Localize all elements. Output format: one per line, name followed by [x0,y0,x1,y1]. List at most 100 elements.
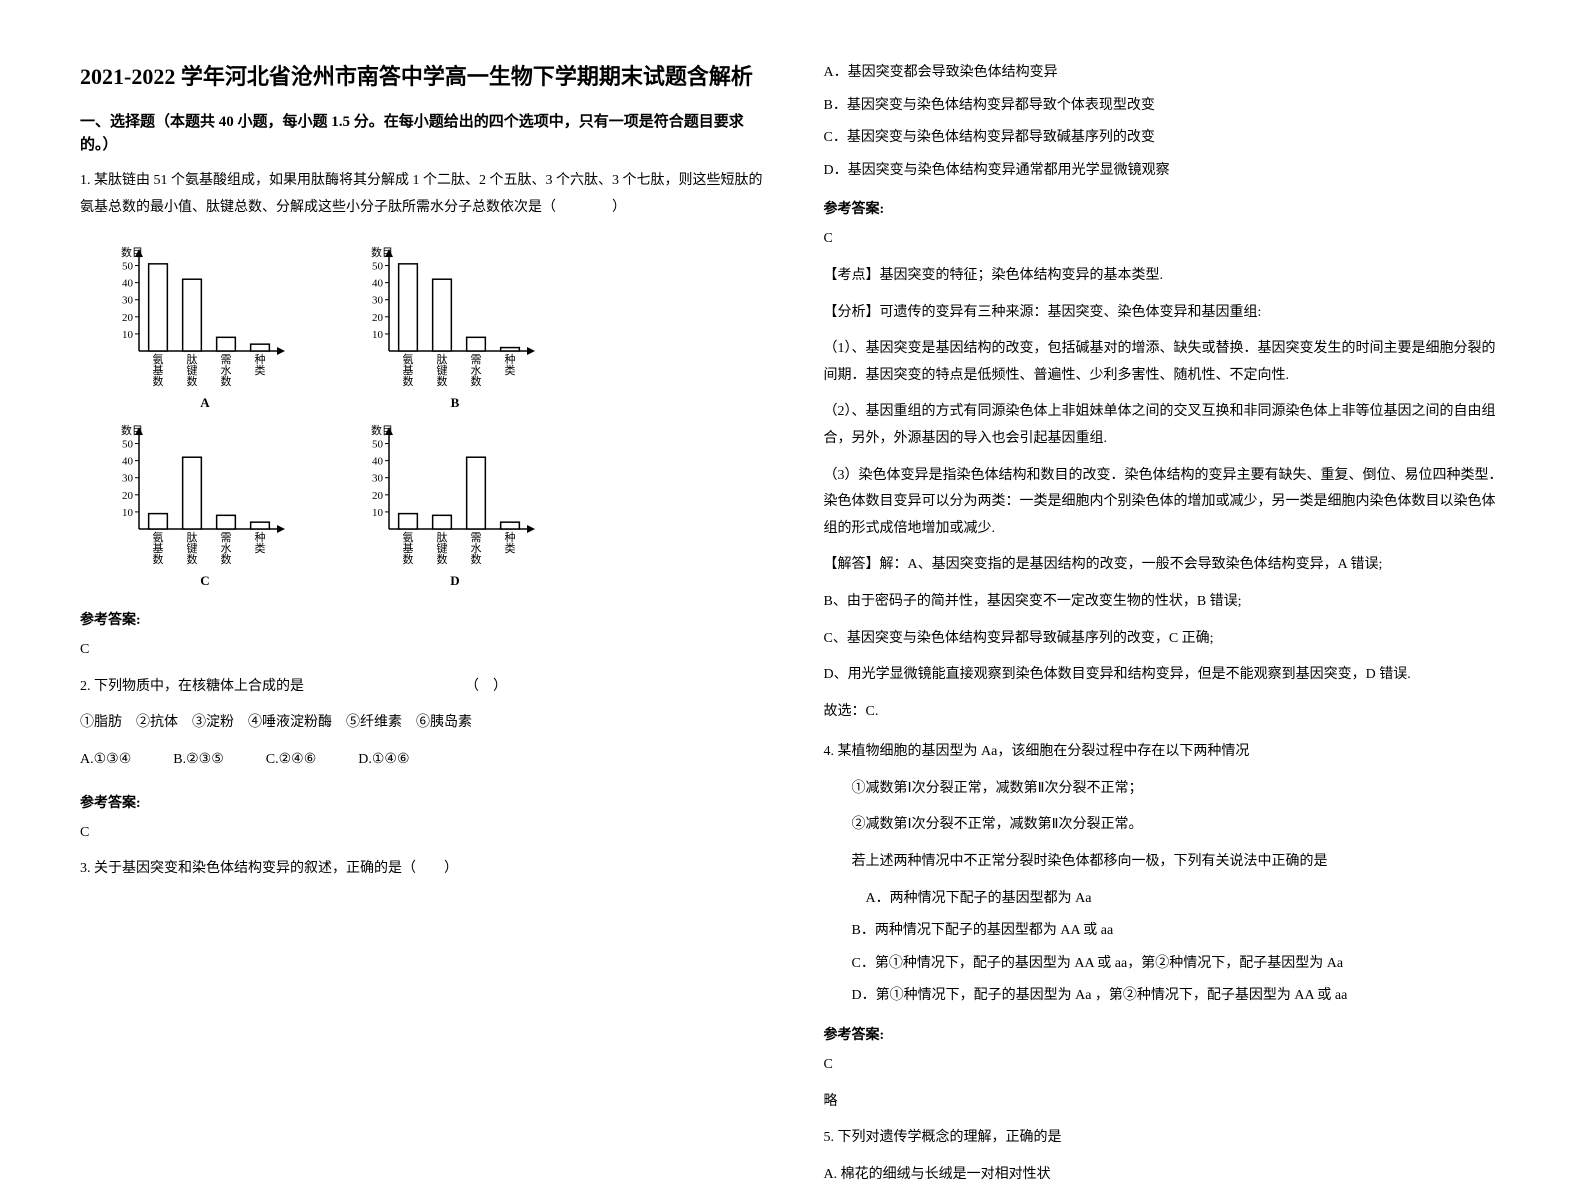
q3-option-A: A．基因突变都会导致染色体结构变异 [824,60,1508,87]
svg-text:10: 10 [372,507,384,519]
svg-text:40: 40 [122,456,134,468]
svg-text:10: 10 [122,507,134,519]
exam-title: 2021-2022 学年河北省沧州市南答中学高一生物下学期期末试题含解析 [80,60,764,93]
svg-text:类: 类 [505,541,516,555]
q3-option-D: D．基因突变与染色体结构变异通常都用光学显微镜观察 [824,158,1508,185]
svg-text:10: 10 [372,329,384,341]
svg-text:肽: 肽 [437,530,448,544]
q2-answer: C [80,820,764,847]
svg-text:30: 30 [372,295,384,307]
svg-text:种: 种 [255,530,266,544]
svg-text:数目: 数目 [121,424,143,437]
q5-option-A: A. 棉花的细绒与长绒是一对相对性状 [824,1162,1508,1188]
q1-answer: C [80,637,764,664]
q3-exp3: （1）、基因突变是基因结构的改变，包括碱基对的增添、缺失或替换．基因突变发生的时… [824,336,1508,389]
svg-text:数目: 数目 [121,246,143,259]
chart-A-label: A [200,395,209,411]
q3-answer-label: 参考答案: [824,198,1508,218]
q3-exp1: 【考点】基因突变的特征；染色体结构变异的基本类型. [824,263,1508,290]
svg-text:40: 40 [122,278,134,290]
svg-text:数: 数 [403,553,414,566]
q4-option-A: A．两种情况下配子的基因型都为 Aa [824,886,1508,913]
svg-text:30: 30 [122,473,134,485]
q3-answer: C [824,226,1508,253]
q1-answer-label: 参考答案: [80,609,764,629]
section-1-header: 一、选择题（本题共 40 小题，每小题 1.5 分。在每小题给出的四个选项中，只… [80,111,764,156]
svg-text:数: 数 [221,375,232,388]
svg-text:键: 键 [187,363,198,377]
q3-exp2: 【分析】可遗传的变异有三种来源：基因突变、染色体变异和基因重组: [824,300,1508,327]
question-2-text: 2. 下列物质中，在核糖体上合成的是 （ ） [80,674,764,701]
q3-exp9: D、用光学显微镜能直接观察到染色体数目变异和结构变异，但是不能观察到基因突变，D… [824,662,1508,689]
q3-option-C: C．基因突变与染色体结构变异都导致碱基序列的改变 [824,125,1508,152]
q2-answer-label: 参考答案: [80,792,764,812]
svg-text:数: 数 [153,553,164,566]
svg-text:数: 数 [437,553,448,566]
svg-text:类: 类 [255,363,266,377]
svg-text:数: 数 [471,553,482,566]
question-2-items: ①脂肪 ②抗体 ③淀粉 ④唾液淀粉酶 ⑤纤维素 ⑥胰岛素 [80,710,764,737]
svg-text:20: 20 [372,490,384,502]
question-1-text: 1. 某肽链由 51 个氨基酸组成，如果用肽酶将其分解成 1 个二肽、2 个五肽… [80,168,764,221]
svg-text:肽: 肽 [187,352,198,366]
left-column: 2021-2022 学年河北省沧州市南答中学高一生物下学期期末试题含解析 一、选… [80,60,764,1062]
q4-line2: ②减数第Ⅰ次分裂不正常，减数第Ⅱ次分裂正常。 [824,812,1508,839]
chart-B-label: B [451,395,460,411]
right-column: A．基因突变都会导致染色体结构变异 B．基因突变与染色体结构变异都导致个体表现型… [824,60,1508,1062]
chart-D-label: D [450,573,459,589]
svg-text:类: 类 [505,363,516,377]
q4-option-C: C．第①种情况下，配子的基因型为 AA 或 aa，第②种情况下，配子基因型为 A… [824,951,1508,978]
question-5-text: 5. 下列对遗传学概念的理解，正确的是 [824,1125,1508,1152]
svg-text:种: 种 [255,352,266,366]
q3-exp4: （2）、基因重组的方式有同源染色体上非姐妹单体之间的交叉互换和非同源染色体上非等… [824,399,1508,452]
q3-exp10: 故选：C. [824,699,1508,726]
chart-C-svg: 数目1020304050氨基数肽键数需水数种类 [105,421,305,571]
svg-text:数: 数 [187,553,198,566]
svg-text:肽: 肽 [437,352,448,366]
question-3-text: 3. 关于基因突变和染色体结构变异的叙述，正确的是（ ） [80,856,764,883]
question-4-text: 4. 某植物细胞的基因型为 Aa，该细胞在分裂过程中存在以下两种情况 [824,739,1508,766]
svg-text:40: 40 [372,278,384,290]
svg-text:数: 数 [471,375,482,388]
svg-text:20: 20 [122,490,134,502]
svg-text:20: 20 [122,312,134,324]
svg-text:数: 数 [403,375,414,388]
svg-text:50: 50 [122,261,134,273]
q3-option-B: B．基因突变与染色体结构变异都导致个体表现型改变 [824,93,1508,120]
chart-D-svg: 数目1020304050氨基数肽键数需水数种类 [355,421,555,571]
q4-line3: 若上述两种情况中不正常分裂时染色体都移向一极，下列有关说法中正确的是 [824,849,1508,876]
q4-line1: ①减数第Ⅰ次分裂正常，减数第Ⅱ次分裂不正常； [824,776,1508,803]
q1-charts: 数目1020304050氨基数肽键数需水数种类 A 数目1020304050氨基… [100,243,560,589]
q4-option-B: B．两种情况下配子的基因型都为 AA 或 aa [824,918,1508,945]
chart-C: 数目1020304050氨基数肽键数需水数种类 C [100,421,310,589]
svg-text:键: 键 [187,541,198,555]
q3-exp6: 【解答】解：A、基因突变指的是基因结构的改变，一般不会导致染色体结构变异，A 错… [824,552,1508,579]
svg-text:数: 数 [437,375,448,388]
chart-A: 数目1020304050氨基数肽键数需水数种类 A [100,243,310,411]
svg-text:数: 数 [153,375,164,388]
svg-text:键: 键 [437,541,448,555]
svg-text:肽: 肽 [187,530,198,544]
svg-text:种: 种 [505,530,516,544]
svg-text:50: 50 [372,439,384,451]
q4-answer-label: 参考答案: [824,1024,1508,1044]
svg-text:类: 类 [255,541,266,555]
q4-answer: C [824,1052,1508,1079]
svg-text:数目: 数目 [371,424,393,437]
svg-text:数: 数 [221,553,232,566]
svg-text:10: 10 [122,329,134,341]
chart-D: 数目1020304050氨基数肽键数需水数种类 D [350,421,560,589]
svg-text:50: 50 [122,439,134,451]
svg-text:数目: 数目 [371,246,393,259]
chart-A-svg: 数目1020304050氨基数肽键数需水数种类 [105,243,305,393]
question-2-options: A.①③④ B.②③⑤ C.②④⑥ D.①④⑥ [80,747,764,774]
q4-note: 略 [824,1089,1508,1116]
svg-text:40: 40 [372,456,384,468]
chart-B-svg: 数目1020304050氨基数肽键数需水数种类 [355,243,555,393]
chart-B: 数目1020304050氨基数肽键数需水数种类 B [350,243,560,411]
svg-text:种: 种 [505,352,516,366]
svg-text:键: 键 [437,363,448,377]
svg-text:30: 30 [372,473,384,485]
svg-text:50: 50 [372,261,384,273]
q3-exp8: C、基因突变与染色体结构变异都导致碱基序列的改变，C 正确; [824,626,1508,653]
